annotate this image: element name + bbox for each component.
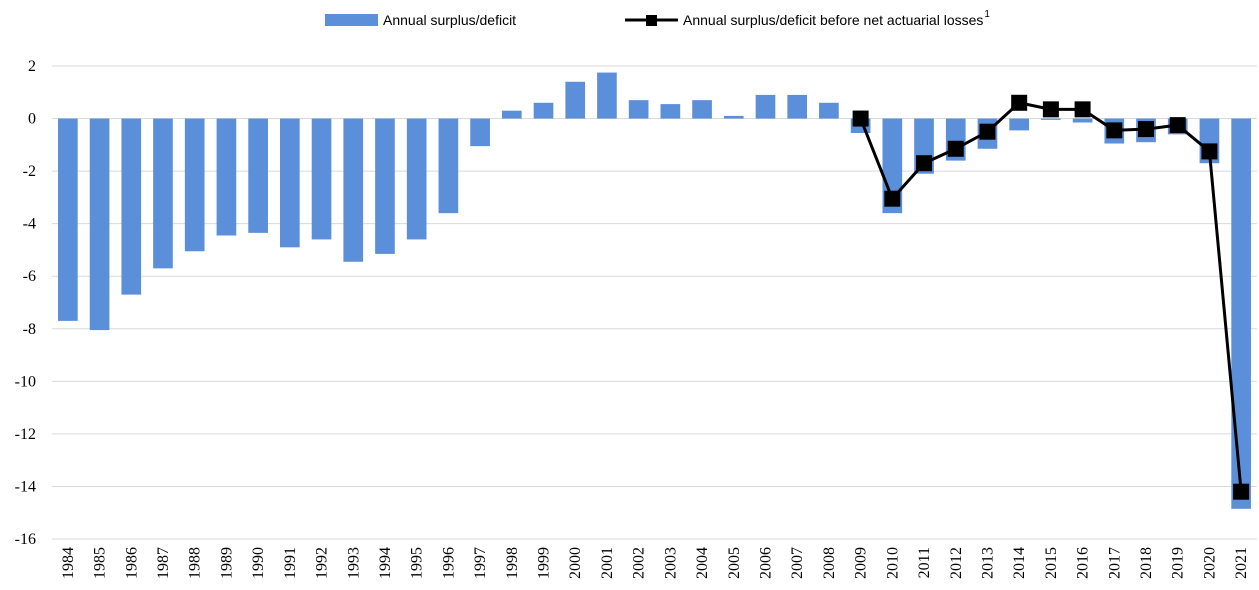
x-tick-label: 2009: [853, 547, 870, 579]
marker: [852, 110, 869, 127]
bar: [565, 81, 586, 119]
x-tick-label: 2018: [1138, 547, 1155, 579]
bar: [343, 118, 364, 262]
x-tick-label: 2020: [1201, 547, 1218, 579]
x-tick-label: 1992: [314, 547, 331, 579]
bar: [153, 118, 173, 269]
y-tick-label: -6: [23, 268, 36, 285]
x-tick-label: 1984: [60, 547, 77, 579]
bar: [89, 118, 110, 331]
x-tick-label: 2013: [979, 547, 996, 579]
y-tick-label: -2: [23, 163, 36, 180]
x-tick-label: 2002: [631, 547, 648, 579]
marker: [979, 123, 996, 140]
bar: [184, 118, 205, 252]
bar: [406, 118, 427, 240]
x-tick-label: 2016: [1075, 547, 1092, 579]
x-tick-label: 2021: [1233, 547, 1250, 579]
marker: [947, 140, 964, 157]
bar: [787, 94, 808, 119]
marker: [884, 190, 901, 207]
x-tick-label: 1996: [440, 547, 457, 579]
marker: [1233, 483, 1250, 500]
x-tick-label: 2003: [662, 547, 679, 579]
x-tick-label: 1986: [123, 547, 140, 579]
x-tick-label: 2015: [1043, 547, 1060, 579]
y-tick-label: 2: [28, 58, 36, 75]
x-tick-label: 2014: [1011, 547, 1028, 579]
marker: [1169, 117, 1186, 134]
legend-note: 1: [984, 9, 990, 20]
bar: [723, 115, 744, 119]
bar: [375, 118, 395, 254]
y-tick-label: -4: [23, 216, 36, 233]
bar: [438, 118, 459, 214]
y-tick-label: -12: [15, 426, 36, 443]
x-tick-label: 1998: [504, 547, 521, 579]
x-tick-label: 1995: [409, 547, 426, 579]
legend-label: Annual surplus/deficit before net actuar…: [683, 12, 983, 28]
x-tick-label: 2000: [567, 547, 584, 579]
x-tick-label: 1989: [218, 547, 235, 579]
bar: [533, 102, 554, 119]
x-tick-label: 1985: [92, 547, 109, 579]
x-tick-label: 1994: [377, 547, 394, 579]
legend-label: Annual surplus/deficit: [383, 12, 516, 28]
y-tick-label: -16: [15, 531, 36, 548]
marker: [1074, 101, 1091, 118]
marker: [1042, 101, 1059, 118]
x-tick-label: 2010: [884, 547, 901, 579]
x-tick-label: 2008: [821, 547, 838, 579]
marker: [1201, 143, 1218, 160]
y-tick-label: 0: [28, 111, 36, 128]
y-tick-label: -10: [15, 373, 36, 390]
bar: [121, 118, 142, 295]
y-tick-label: -8: [23, 321, 36, 338]
bar: [58, 118, 78, 321]
x-tick-label: 2011: [916, 547, 933, 578]
x-tick-label: 2001: [599, 547, 616, 579]
bar: [692, 100, 712, 119]
marker: [916, 155, 933, 172]
x-tick-label: 2012: [948, 547, 965, 579]
x-tick-label: 1993: [345, 547, 362, 579]
x-tick-label: 1999: [536, 547, 553, 579]
bar: [660, 104, 681, 119]
bar: [470, 118, 490, 147]
legend-swatch: [325, 14, 378, 26]
x-tick-label: 1990: [250, 547, 267, 579]
bar: [501, 110, 522, 119]
marker: [1011, 94, 1028, 111]
x-tick-label: 2006: [757, 547, 774, 579]
bar: [597, 72, 617, 119]
x-tick-label: 2005: [726, 547, 743, 579]
x-tick-label: 2017: [1106, 547, 1123, 579]
x-tick-label: 1997: [472, 547, 489, 579]
x-tick-label: 1988: [187, 547, 204, 579]
y-tick-label: -14: [15, 478, 36, 495]
bar: [755, 94, 776, 119]
x-tick-label: 2004: [694, 547, 711, 579]
legend-marker: [646, 15, 657, 26]
x-tick-label: 2007: [789, 547, 806, 579]
x-tick-label: 2019: [1170, 547, 1187, 579]
bar: [1009, 118, 1030, 131]
bar: [628, 100, 649, 119]
bar: [1041, 118, 1061, 120]
bar: [1072, 118, 1093, 123]
marker: [1106, 122, 1123, 139]
bar: [819, 102, 839, 119]
bar: [248, 118, 268, 233]
marker: [1138, 121, 1155, 138]
bar: [311, 118, 332, 240]
bar: [216, 118, 237, 236]
bar: [279, 118, 300, 248]
x-tick-label: 1991: [282, 547, 299, 579]
x-tick-label: 1987: [155, 547, 172, 579]
bar: [1231, 118, 1251, 509]
